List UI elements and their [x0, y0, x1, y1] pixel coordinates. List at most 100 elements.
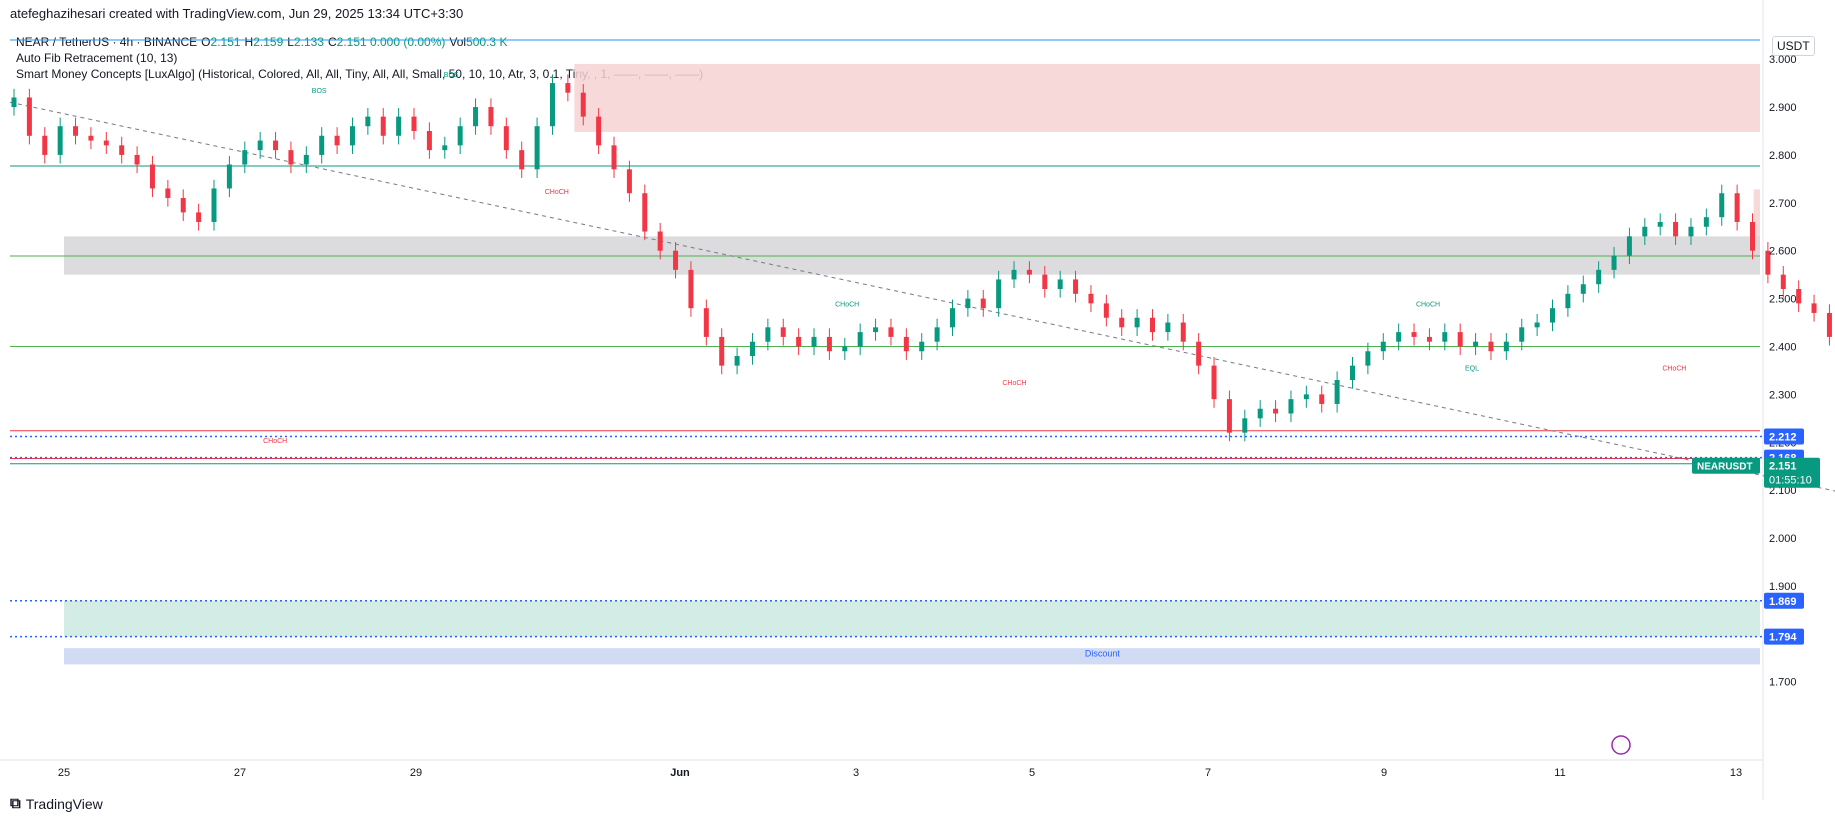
symbol-row: NEAR / TetherUS · 4h · BINANCE O2.151 H2… [16, 34, 703, 50]
candle-body [242, 150, 248, 165]
candle-body [1688, 226, 1694, 237]
candle-body [980, 298, 986, 309]
candle-body [1088, 293, 1094, 304]
candle-body [1273, 408, 1279, 414]
close-label: C [327, 35, 337, 49]
time-tick-label: 11 [1554, 767, 1565, 779]
price-tick-label: 2.100 [1769, 485, 1797, 497]
price-tick-label: 2.900 [1769, 102, 1797, 114]
zone-bull [64, 600, 1760, 637]
high-label: H [244, 35, 254, 49]
candle-body [503, 126, 509, 151]
candle-body [549, 83, 555, 127]
candle-body [873, 327, 879, 333]
candle-body [349, 126, 355, 146]
candle-body [1673, 221, 1679, 237]
candle-body [1565, 293, 1571, 309]
candle-body [596, 116, 602, 146]
candle-body [1411, 332, 1417, 337]
price-label-box [1764, 428, 1804, 445]
candle-body [734, 356, 740, 366]
candle-body [888, 327, 894, 337]
candle-body [1534, 322, 1540, 328]
close-value: 2.151 0.000 (0.00%) [336, 35, 446, 49]
smc-label: CHoCH [835, 301, 859, 308]
candle-body [303, 154, 309, 165]
time-tick-label: 29 [410, 767, 422, 779]
candle-body [1334, 380, 1340, 404]
candle-body [288, 150, 294, 165]
candle-body [749, 341, 755, 357]
candle-body [1796, 289, 1802, 304]
chart-credit: atefeghazihesari created with TradingVie… [10, 6, 464, 21]
time-tick-label: 9 [1381, 767, 1387, 779]
candle-body [934, 327, 940, 342]
candle-body [673, 250, 679, 270]
price-tick-label: 2.800 [1769, 150, 1797, 162]
candle-body [949, 308, 955, 328]
candle-body [196, 212, 202, 222]
candle-body [857, 332, 863, 347]
candle-body [457, 126, 463, 146]
symbol-title[interactable]: NEAR / TetherUS · 4h · BINANCE [16, 35, 198, 49]
smc-label: BOS [312, 88, 327, 95]
candle-body [1657, 221, 1663, 227]
trendline [9, 101, 1835, 492]
volume-value: 500.3 K [466, 35, 508, 49]
candle-body [919, 341, 925, 352]
price-tick-label: 2.600 [1769, 246, 1797, 258]
symbol-tag-text: NEARUSDT [1697, 462, 1753, 473]
zone-bear [1753, 189, 1760, 256]
candle-body [965, 298, 971, 309]
candle-body [1042, 274, 1048, 290]
candle-body [642, 193, 648, 232]
candle-body [796, 336, 802, 347]
open-value: 2.151 [210, 35, 241, 49]
candle-body [1242, 418, 1248, 433]
candle-body [442, 145, 448, 151]
candle-body [1442, 332, 1448, 342]
candle-body [580, 92, 586, 117]
chart-legend: NEAR / TetherUS · 4h · BINANCE O2.151 H2… [16, 34, 703, 82]
candle-body [519, 150, 525, 170]
candle-body [396, 116, 402, 136]
candle-body [380, 116, 386, 136]
candle-body [534, 126, 540, 170]
candle-body [1488, 341, 1494, 352]
high-value: 2.159 [253, 35, 284, 49]
candle-body [57, 126, 63, 155]
candle-body [688, 269, 694, 309]
candle-body [1211, 365, 1217, 400]
smc-label: CHoCH [263, 438, 287, 445]
candle-body [565, 83, 571, 93]
candle-body [426, 130, 432, 151]
price-tick-label: 2.700 [1769, 198, 1797, 210]
price-label-box [1764, 592, 1804, 609]
currency-button[interactable]: USDT [1772, 36, 1815, 56]
candle-body [1365, 351, 1371, 366]
volume-label: Vol [449, 35, 467, 49]
candle-body [1826, 312, 1832, 337]
time-tick-label: 13 [1730, 767, 1742, 779]
smc-label: CHoCH [1002, 380, 1026, 387]
candle-body [165, 188, 171, 199]
candle-body [1811, 303, 1817, 313]
tradingview-logo-icon: ⧉ [10, 795, 21, 812]
indicator-smc[interactable]: Smart Money Concepts [LuxAlgo] (Historic… [16, 67, 704, 81]
candle-body [1780, 274, 1786, 290]
candle-body [1519, 327, 1525, 342]
candle-body [334, 135, 340, 146]
indicator-fib[interactable]: Auto Fib Retracement (10, 13) [16, 51, 178, 65]
lightning-icon [1611, 735, 1631, 755]
candle-body [1734, 193, 1740, 222]
candle-body [1134, 317, 1140, 328]
candle-body [1719, 193, 1725, 218]
candle-body [1026, 269, 1032, 275]
candle-body [611, 145, 617, 170]
time-tick-label: 25 [58, 767, 70, 779]
candle-body [657, 231, 663, 251]
candle-body [319, 135, 325, 155]
time-tick-label: 5 [1029, 767, 1035, 779]
candle-body [1703, 217, 1709, 227]
